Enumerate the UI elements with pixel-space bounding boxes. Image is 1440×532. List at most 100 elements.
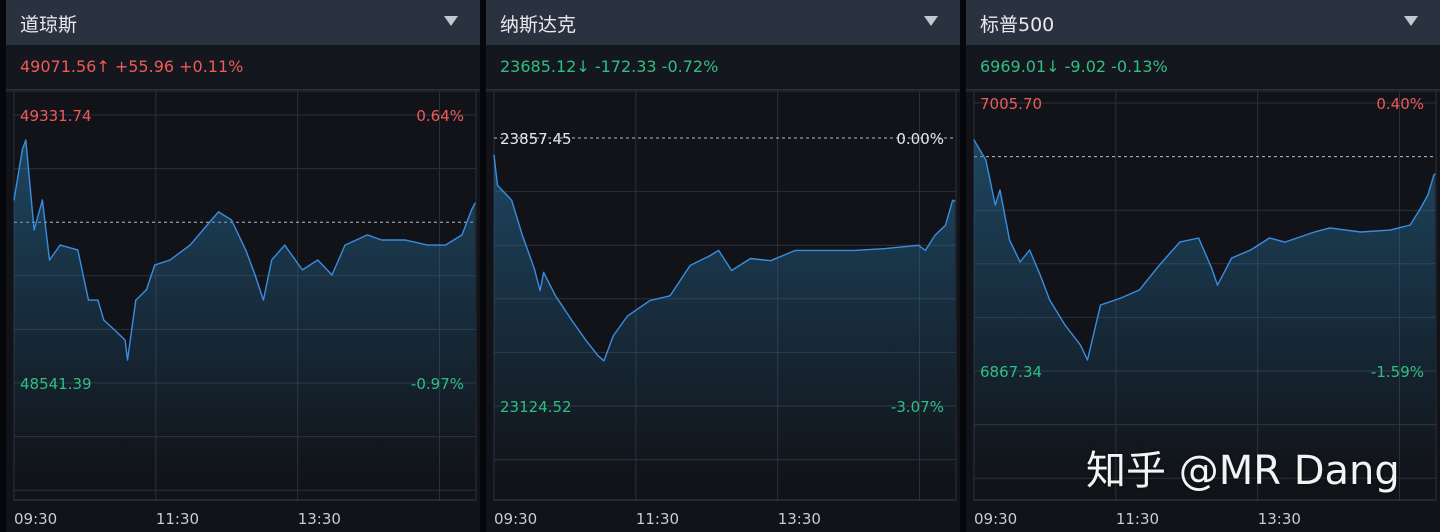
max-pct-label: 0.00% (896, 130, 944, 148)
price-point (824, 249, 826, 252)
price-point (496, 184, 499, 186)
price-point (1359, 231, 1362, 233)
price-point (493, 154, 495, 156)
time-tick-label: 11:30 (1116, 510, 1159, 528)
price-point (461, 234, 463, 236)
price-point (1389, 229, 1391, 231)
price-point (366, 234, 369, 236)
dropdown-triangle-icon[interactable] (444, 16, 458, 26)
time-tick-label: 09:30 (14, 510, 57, 528)
dropdown-triangle-icon[interactable] (1404, 16, 1418, 26)
price-point (973, 139, 975, 141)
price-point (1049, 299, 1051, 301)
price-point (730, 269, 733, 272)
price-point (952, 199, 954, 201)
price-point (1028, 249, 1031, 251)
price-point (404, 239, 406, 241)
price-point (1119, 297, 1122, 299)
price-point (1179, 241, 1181, 243)
price-point (1064, 324, 1066, 326)
panel-header[interactable]: 标普500 (966, 0, 1440, 45)
price-point (271, 259, 273, 261)
price-point (113, 329, 116, 331)
price-point (934, 234, 936, 237)
panel-title: 纳斯达克 (500, 14, 577, 36)
price-point (33, 229, 35, 231)
price-point (511, 199, 513, 201)
quote-text: 49071.56↑ +55.96 +0.11% (20, 57, 244, 76)
price-point (1099, 304, 1102, 306)
price-point (999, 189, 1001, 191)
max-price-label: 7005.70 (980, 95, 1042, 113)
price-area (14, 140, 475, 480)
price-point (317, 259, 319, 261)
quote-row: 6969.01↓ -9.02 -0.13% (966, 45, 1440, 90)
price-chart: 23857.45 0.00% 23124.52 -3.07% 09:30 11:30 13:… (486, 90, 960, 528)
price-point (649, 299, 651, 302)
price-point (427, 244, 429, 246)
price-point (749, 257, 752, 260)
price-point (985, 159, 987, 161)
price-point (262, 299, 265, 301)
quote-text: 6969.01↓ -9.02 -0.13% (980, 57, 1168, 76)
price-point (301, 269, 304, 271)
min-pct-label: -1.59% (1371, 363, 1424, 381)
price-point (521, 234, 523, 237)
price-point (585, 340, 587, 342)
panel-header[interactable]: 纳斯达克 (486, 0, 960, 45)
price-point (230, 219, 233, 221)
price-point (1039, 274, 1041, 276)
price-point (994, 204, 996, 206)
price-point (1427, 194, 1429, 196)
price-point (1086, 359, 1089, 361)
price-point (77, 249, 79, 251)
price-point (612, 335, 614, 337)
panel-header[interactable]: 道琼斯 (6, 0, 480, 45)
min-price-label: 48541.39 (20, 375, 92, 393)
price-point (539, 290, 541, 292)
price-point (944, 224, 947, 226)
time-tick-label: 13:30 (1258, 510, 1301, 528)
max-price-label: 49331.74 (20, 107, 92, 125)
price-point (444, 244, 447, 246)
price-area (494, 155, 955, 480)
price-chart: 7005.70 0.40% 6867.34 -1.59% 09:30 11:30 13:30 (966, 90, 1440, 528)
panel-nasdaq: 23857.45 0.00% 23124.52 -3.07% 09:30 11:30 13:… (486, 0, 960, 532)
price-point (1079, 344, 1081, 346)
min-pct-label: -0.97% (411, 375, 464, 393)
max-pct-label: 0.64% (416, 107, 464, 125)
time-tick-label: 11:30 (636, 510, 679, 528)
price-point (603, 360, 605, 362)
price-point (381, 239, 383, 241)
price-point (284, 244, 286, 246)
price-point (474, 202, 476, 204)
price-point (1250, 249, 1252, 251)
price-chart: 49331.74 0.64% 48541.39 -0.97% 09:30 11:30 13:… (6, 90, 480, 528)
price-point (217, 211, 220, 213)
price-point (1138, 289, 1141, 291)
price-point (597, 355, 599, 357)
price-point (533, 267, 535, 269)
price-point (97, 299, 99, 301)
dropdown-triangle-icon[interactable] (924, 16, 938, 26)
time-tick-label: 13:30 (298, 510, 341, 528)
price-point (126, 359, 129, 361)
price-point (135, 299, 137, 301)
price-point (770, 260, 772, 262)
price-point (794, 249, 797, 252)
price-point (1419, 209, 1421, 211)
max-price-label: 23857.45 (500, 130, 572, 148)
time-tick-label: 11:30 (156, 510, 199, 528)
price-point (853, 249, 856, 252)
price-point (103, 319, 105, 321)
price-point (1284, 241, 1286, 243)
time-tick-label: 09:30 (494, 510, 537, 528)
watermark: 知乎 @MR Dang (1086, 448, 1400, 494)
price-point (884, 247, 886, 250)
price-point (124, 339, 126, 341)
price-point (1019, 261, 1021, 263)
price-point (1409, 224, 1411, 226)
price-point (626, 315, 629, 317)
price-point (470, 209, 473, 211)
price-point (189, 244, 191, 246)
